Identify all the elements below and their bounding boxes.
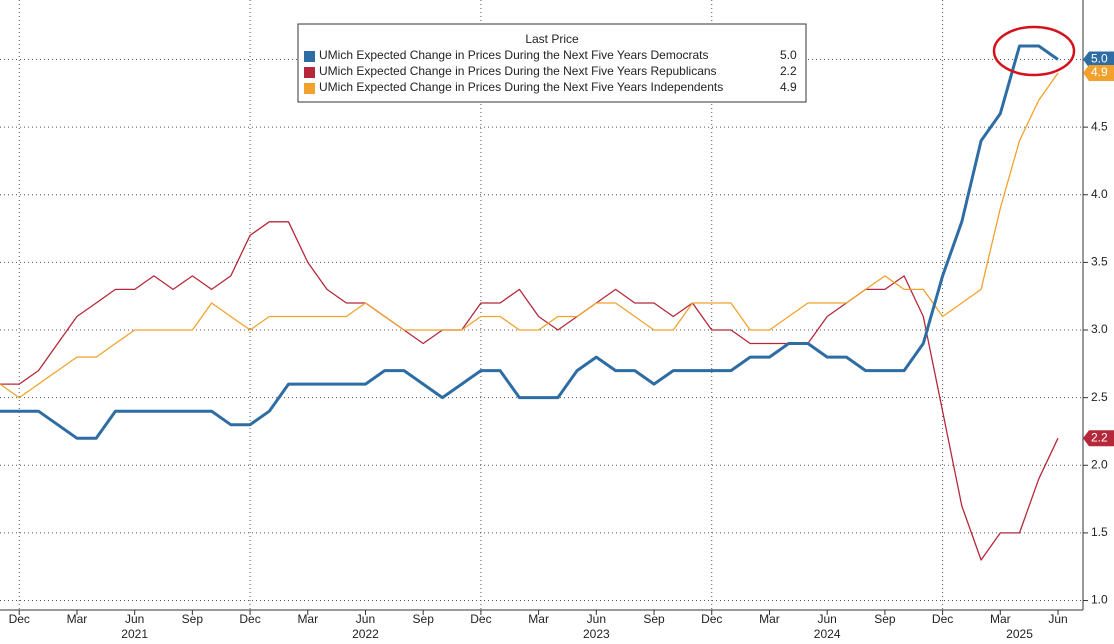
x-tick-label: Dec (470, 612, 491, 626)
highlight-circle (992, 25, 1076, 77)
x-tick-label: Jun (356, 612, 375, 626)
y-tick-label: 3.5 (1091, 255, 1108, 269)
last-price-tag (1083, 430, 1114, 447)
x-year-label: 2021 (121, 627, 148, 641)
x-tick-label: Jun (125, 612, 144, 626)
last-price-tag (1083, 51, 1114, 68)
legend-last-price: 2.2 (780, 64, 797, 78)
axes: 1.0 1.5 2.0 2.5 3.0 3.5 4.0 4.5 5.0 Dec Mar Jun Sep D… (9, 51, 1114, 641)
x-tick-label: Sep (874, 612, 896, 626)
y-tick-label: 2.0 (1091, 457, 1108, 471)
x-tick-label: Mar (528, 612, 549, 626)
x-year-label: 2023 (583, 627, 610, 641)
x-tick-label: Dec (9, 612, 30, 626)
y-tick-label: 3.0 (1091, 322, 1108, 336)
last-price-tag (1083, 65, 1114, 82)
x-tick-label: Jun (1048, 612, 1067, 626)
y-tick-label: 1.0 (1091, 593, 1108, 607)
x-tick-label: Jun (587, 612, 606, 626)
legend-last-price: 5.0 (780, 48, 797, 62)
x-tick-label: Sep (643, 612, 665, 626)
legend-title: Last Price (525, 32, 579, 46)
y-tick-label: 2.5 (1091, 390, 1108, 404)
legend-box (297, 23, 807, 103)
legend-swatch (304, 51, 315, 62)
series-line (0, 72, 1059, 399)
series-line (0, 44, 1059, 440)
x-tick-label: Mar (759, 612, 780, 626)
legend-swatch (304, 83, 315, 94)
legend-label: UMich Expected Change in Prices During t… (319, 64, 717, 78)
x-tick-label: Dec (932, 612, 953, 626)
legend-swatch (304, 67, 315, 78)
x-year-label: 2025 (1006, 627, 1033, 641)
legend-label: UMich Expected Change in Prices During t… (319, 80, 723, 94)
x-year-label: 2024 (814, 627, 841, 641)
x-tick-label: Sep (413, 612, 435, 626)
legend-last-price: 4.9 (780, 80, 797, 94)
x-tick-label: Mar (990, 612, 1011, 626)
x-tick-label: Jun (817, 612, 836, 626)
last-price-tag-label: 4.9 (1091, 65, 1108, 79)
x-tick-label: Dec (701, 612, 722, 626)
legend-label: UMich Expected Change in Prices During t… (319, 48, 709, 62)
x-year-label: 2022 (352, 627, 379, 641)
series-line (0, 221, 1059, 561)
y-tick-label: 1.5 (1091, 525, 1108, 539)
x-tick-label: Mar (67, 612, 88, 626)
y-tick-label: 4.5 (1091, 119, 1108, 133)
x-tick-label: Mar (297, 612, 318, 626)
x-tick-label: Sep (182, 612, 204, 626)
y-tick-label: 4.0 (1091, 187, 1108, 201)
last-price-tag-label: 2.2 (1091, 430, 1108, 444)
lines (0, 44, 1059, 561)
x-tick-label: Dec (239, 612, 260, 626)
last-price-tag-label: 5.0 (1091, 52, 1108, 66)
legend: Last Price UMich Expected Change in Pric… (297, 23, 807, 103)
